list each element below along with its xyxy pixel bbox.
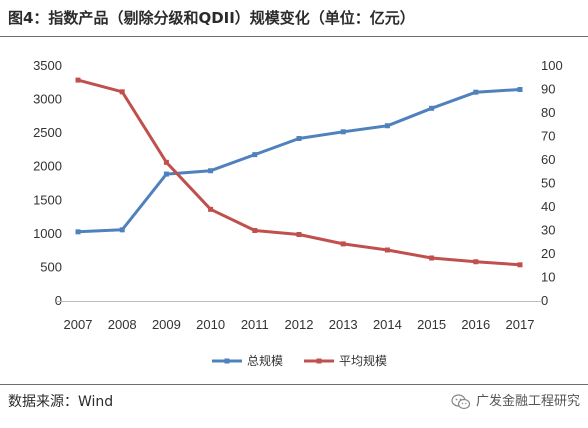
x-tick-label: 2014 bbox=[373, 317, 402, 332]
series-2-point bbox=[517, 262, 523, 268]
y-right-tick-label: 30 bbox=[541, 223, 555, 238]
y-left-tick-label: 1500 bbox=[33, 192, 62, 207]
x-tick-label: 2015 bbox=[417, 317, 446, 332]
series-line-1 bbox=[77, 88, 521, 234]
series-1-point bbox=[163, 171, 169, 177]
series-2-point bbox=[163, 159, 169, 165]
line-chart: 0 500 1000 1500 2000 2500 3000 3500 0 10 20 30 40 50 6… bbox=[33, 58, 563, 368]
x-tick-label: 2010 bbox=[196, 317, 225, 332]
series-2-point bbox=[208, 206, 214, 212]
legend-swatch-marker bbox=[224, 358, 230, 364]
legend-label: 平均规模 bbox=[339, 353, 387, 368]
y-right-tick-label: 40 bbox=[541, 199, 555, 214]
y-left-tick-label: 2500 bbox=[33, 125, 62, 140]
watermark-text: 广发金融工程研究 bbox=[475, 394, 580, 409]
series-1-point bbox=[75, 229, 81, 235]
series-1-point bbox=[296, 136, 302, 142]
y-left-tick-label: 0 bbox=[55, 293, 62, 308]
y-right-tick-label: 20 bbox=[541, 246, 555, 261]
series-2-point bbox=[119, 89, 125, 95]
legend-label: 总规模 bbox=[247, 353, 283, 368]
x-tick-label: 2012 bbox=[285, 317, 314, 332]
y-right-tick-label: 60 bbox=[541, 152, 555, 167]
series-2-point bbox=[429, 255, 435, 261]
series-1-point bbox=[340, 129, 346, 135]
series-line-2 bbox=[77, 78, 521, 267]
x-tick-label: 2011 bbox=[241, 317, 269, 332]
y-right-tick-label: 10 bbox=[541, 270, 555, 285]
x-tick-label: 2008 bbox=[108, 317, 137, 332]
series-2-point bbox=[296, 231, 302, 237]
y-left-tick-label: 500 bbox=[40, 259, 62, 274]
wechat-icon bbox=[451, 394, 471, 410]
series-1-point bbox=[119, 227, 125, 233]
y-right-tick-label: 100 bbox=[541, 58, 563, 73]
series-2-point bbox=[340, 241, 346, 247]
bottom-rule bbox=[0, 384, 588, 385]
source-note: 数据来源：Wind bbox=[8, 394, 114, 410]
figure-title: 图4：指数产品（剔除分级和QDII）规模变化（单位：亿元） bbox=[8, 9, 415, 27]
y-left-tick-label: 2000 bbox=[33, 159, 62, 174]
x-tick-label: 2009 bbox=[152, 317, 181, 332]
y-right-tick-label: 0 bbox=[541, 293, 548, 308]
y-left-tick-label: 3000 bbox=[33, 92, 62, 107]
series-2-point bbox=[252, 228, 258, 233]
series-1-point bbox=[208, 168, 214, 174]
y-right-tick-label: 70 bbox=[541, 129, 555, 144]
series-1-point bbox=[429, 105, 435, 111]
watermark: 广发金融工程研究 bbox=[451, 392, 580, 412]
top-rule bbox=[0, 36, 588, 37]
y-right-tick-label: 50 bbox=[541, 176, 555, 191]
y-left-tick-label: 3500 bbox=[33, 58, 62, 73]
x-tick-label: 2016 bbox=[461, 317, 490, 332]
legend-swatch-marker bbox=[316, 358, 322, 364]
y-left-tick-label: 1000 bbox=[33, 226, 62, 241]
series-2-point bbox=[384, 247, 390, 253]
series-1-point bbox=[473, 89, 479, 95]
x-tick-label: 2017 bbox=[506, 317, 535, 332]
series-1-point bbox=[252, 152, 258, 158]
series-2-point bbox=[75, 77, 81, 83]
y-right-tick-label: 90 bbox=[541, 82, 555, 97]
x-tick-label: 2007 bbox=[64, 317, 93, 332]
series-1-point bbox=[517, 87, 523, 92]
x-tick-label: 2013 bbox=[329, 317, 358, 332]
series-1-point bbox=[384, 123, 390, 129]
y-right-tick-label: 80 bbox=[541, 105, 555, 120]
series-2-point bbox=[473, 259, 479, 265]
